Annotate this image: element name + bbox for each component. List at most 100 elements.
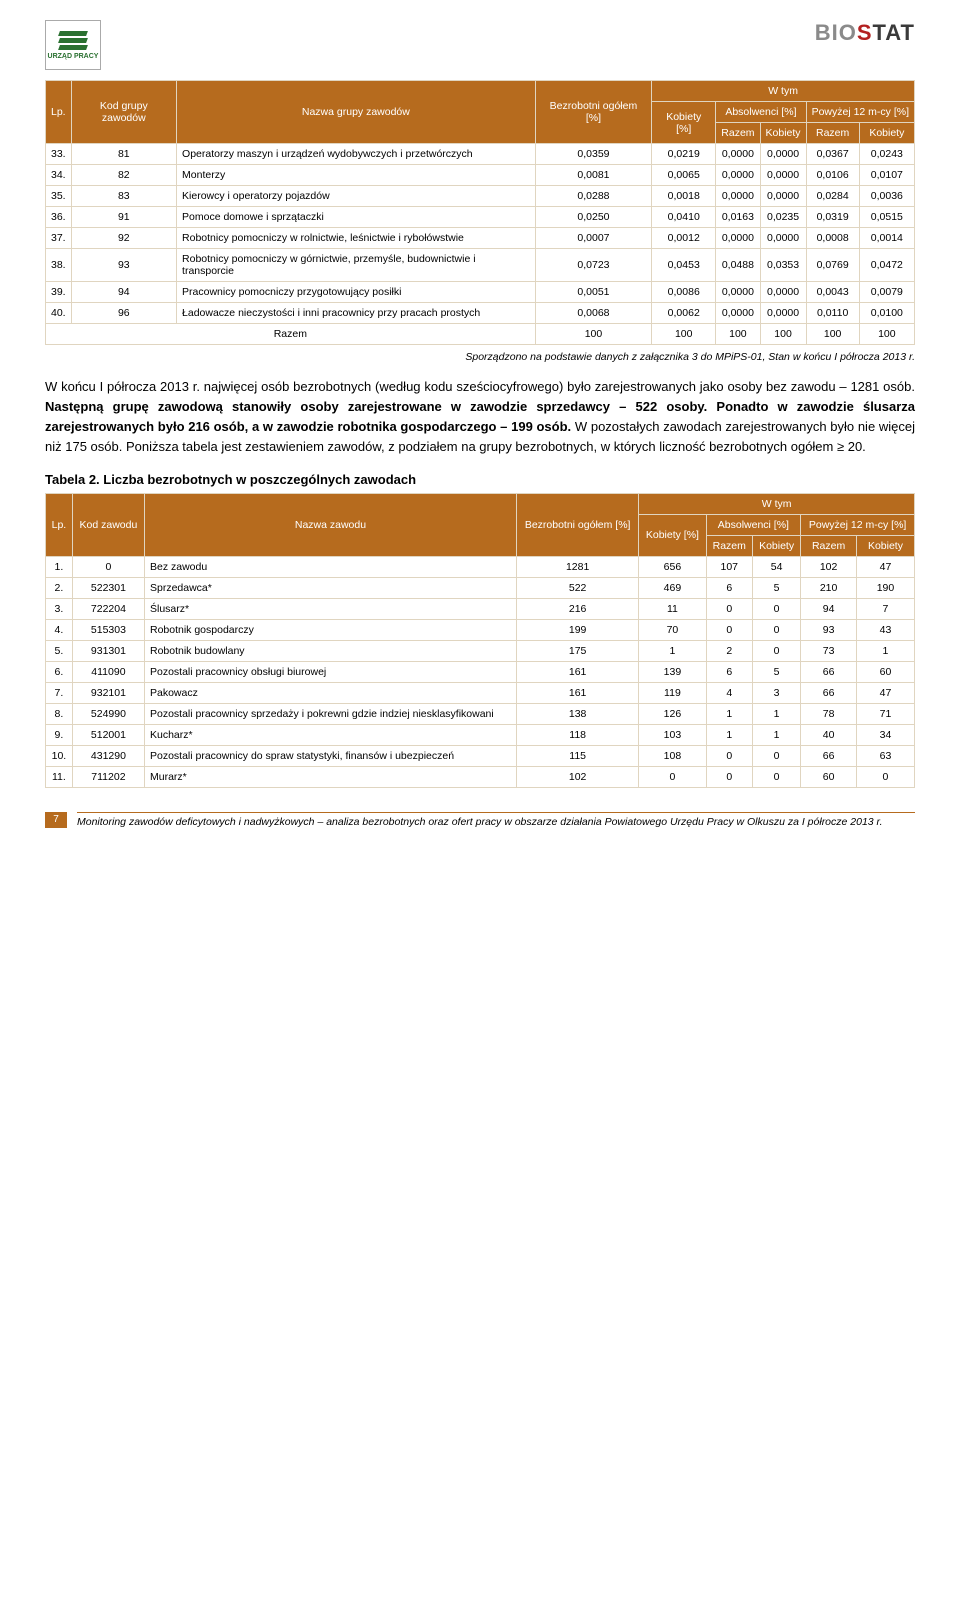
cell: 3 xyxy=(752,682,800,703)
cell: 0,0235 xyxy=(760,207,806,228)
table-row: 8.524990Pozostali pracownicy sprzedaży i… xyxy=(46,703,915,724)
cell: 103 xyxy=(639,724,706,745)
occupation-name: Sprzedawca* xyxy=(144,577,516,598)
cell: 40 xyxy=(801,724,857,745)
cell: 0,0012 xyxy=(652,228,716,249)
cell: 93 xyxy=(801,619,857,640)
t2-col-kobiety: Kobiety [%] xyxy=(639,514,706,556)
cell: 73 xyxy=(801,640,857,661)
cell: 47 xyxy=(856,682,914,703)
labor-office-logo: URZĄD PRACY xyxy=(45,20,101,70)
cell: 102 xyxy=(801,556,857,577)
cell: 36. xyxy=(46,207,72,228)
cell: 0,0723 xyxy=(535,249,652,282)
cell: 70 xyxy=(639,619,706,640)
col-powyzej: Powyżej 12 m-cy [%] xyxy=(806,102,914,123)
cell: 0,0000 xyxy=(716,303,760,324)
table-row: 34.82Monterzy0,00810,00650,00000,00000,0… xyxy=(46,165,915,186)
total-cell: 100 xyxy=(652,324,716,345)
occupation-name: Pozostali pracownicy do spraw statystyki… xyxy=(144,745,516,766)
col-razem2: Razem xyxy=(806,123,859,144)
cell: 0 xyxy=(706,766,752,787)
cell: 411090 xyxy=(72,661,144,682)
cell: 0 xyxy=(706,745,752,766)
cell: 0,0219 xyxy=(652,144,716,165)
cell: 47 xyxy=(856,556,914,577)
biostat-logo: BIOSTAT xyxy=(815,20,915,46)
t2-col-razem2: Razem xyxy=(801,535,857,556)
cell: 0,0243 xyxy=(859,144,914,165)
cell: 1. xyxy=(46,556,73,577)
cell: 0 xyxy=(72,556,144,577)
col-wtym: W tym xyxy=(652,81,915,102)
cell: 107 xyxy=(706,556,752,577)
cell: 115 xyxy=(516,745,638,766)
table-row: 1.0Bez zawodu12816561075410247 xyxy=(46,556,915,577)
cell: 190 xyxy=(856,577,914,598)
cell: 138 xyxy=(516,703,638,724)
total-cell: 100 xyxy=(859,324,914,345)
occupation-name: Pracownicy pomocniczy przygotowujący pos… xyxy=(177,282,536,303)
table-row: 10.431290Pozostali pracownicy do spraw s… xyxy=(46,745,915,766)
cell: 60 xyxy=(801,766,857,787)
col-kod: Kod grupy zawodów xyxy=(71,81,176,144)
cell: 0,0068 xyxy=(535,303,652,324)
cell: 66 xyxy=(801,682,857,703)
cell: 0,0043 xyxy=(806,282,859,303)
cell: 522 xyxy=(516,577,638,598)
cell: 39. xyxy=(46,282,72,303)
cell: 199 xyxy=(516,619,638,640)
cell: 4 xyxy=(706,682,752,703)
cell: 1 xyxy=(752,724,800,745)
cell: 0,0014 xyxy=(859,228,914,249)
occupation-name: Robotnik gospodarczy xyxy=(144,619,516,640)
cell: 0,0036 xyxy=(859,186,914,207)
table-row: 9.512001Kucharz*118103114034 xyxy=(46,724,915,745)
cell: 93 xyxy=(71,249,176,282)
cell: 33. xyxy=(46,144,72,165)
col-kobiety: Kobiety [%] xyxy=(652,102,716,144)
cell: 5 xyxy=(752,577,800,598)
occupation-name: Kucharz* xyxy=(144,724,516,745)
cell: 175 xyxy=(516,640,638,661)
page-header: URZĄD PRACY BIOSTAT xyxy=(45,20,915,70)
cell: 0,0367 xyxy=(806,144,859,165)
cell: 91 xyxy=(71,207,176,228)
cell: 66 xyxy=(801,661,857,682)
cell: 0,0353 xyxy=(760,249,806,282)
cell: 711202 xyxy=(72,766,144,787)
cell: 0 xyxy=(752,766,800,787)
cell: 43 xyxy=(856,619,914,640)
total-cell: 100 xyxy=(716,324,760,345)
occupation-name: Robotnicy pomocniczy w górnictwie, przem… xyxy=(177,249,536,282)
table-row: 6.411090Pozostali pracownicy obsługi biu… xyxy=(46,661,915,682)
t2-col-kod: Kod zawodu xyxy=(72,493,144,556)
cell: 0,0288 xyxy=(535,186,652,207)
cell: 83 xyxy=(71,186,176,207)
cell: 210 xyxy=(801,577,857,598)
t2-col-powyzej: Powyżej 12 m-cy [%] xyxy=(801,514,915,535)
table-row: 7.932101Pakowacz161119436647 xyxy=(46,682,915,703)
cell: 161 xyxy=(516,682,638,703)
occupation-name: Pozostali pracownicy obsługi biurowej xyxy=(144,661,516,682)
cell: 0,0453 xyxy=(652,249,716,282)
cell: 0,0000 xyxy=(716,228,760,249)
cell: 82 xyxy=(71,165,176,186)
cell: 522301 xyxy=(72,577,144,598)
total-row: Razem100100100100100100 xyxy=(46,324,915,345)
cell: 0,0106 xyxy=(806,165,859,186)
total-cell: 100 xyxy=(806,324,859,345)
t2-col-kob1: Kobiety xyxy=(752,535,800,556)
cell: 54 xyxy=(752,556,800,577)
cell: 2. xyxy=(46,577,73,598)
cell: 0,0000 xyxy=(716,165,760,186)
cell: 81 xyxy=(71,144,176,165)
col-kob1: Kobiety xyxy=(760,123,806,144)
occupation-name: Robotnicy pomocniczy w rolnictwie, leśni… xyxy=(177,228,536,249)
cell: 722204 xyxy=(72,598,144,619)
cell: 0,0769 xyxy=(806,249,859,282)
cell: 94 xyxy=(71,282,176,303)
table-row: 2.522301Sprzedawca*52246965210190 xyxy=(46,577,915,598)
cell: 40. xyxy=(46,303,72,324)
t2-col-absolwenci: Absolwenci [%] xyxy=(706,514,801,535)
